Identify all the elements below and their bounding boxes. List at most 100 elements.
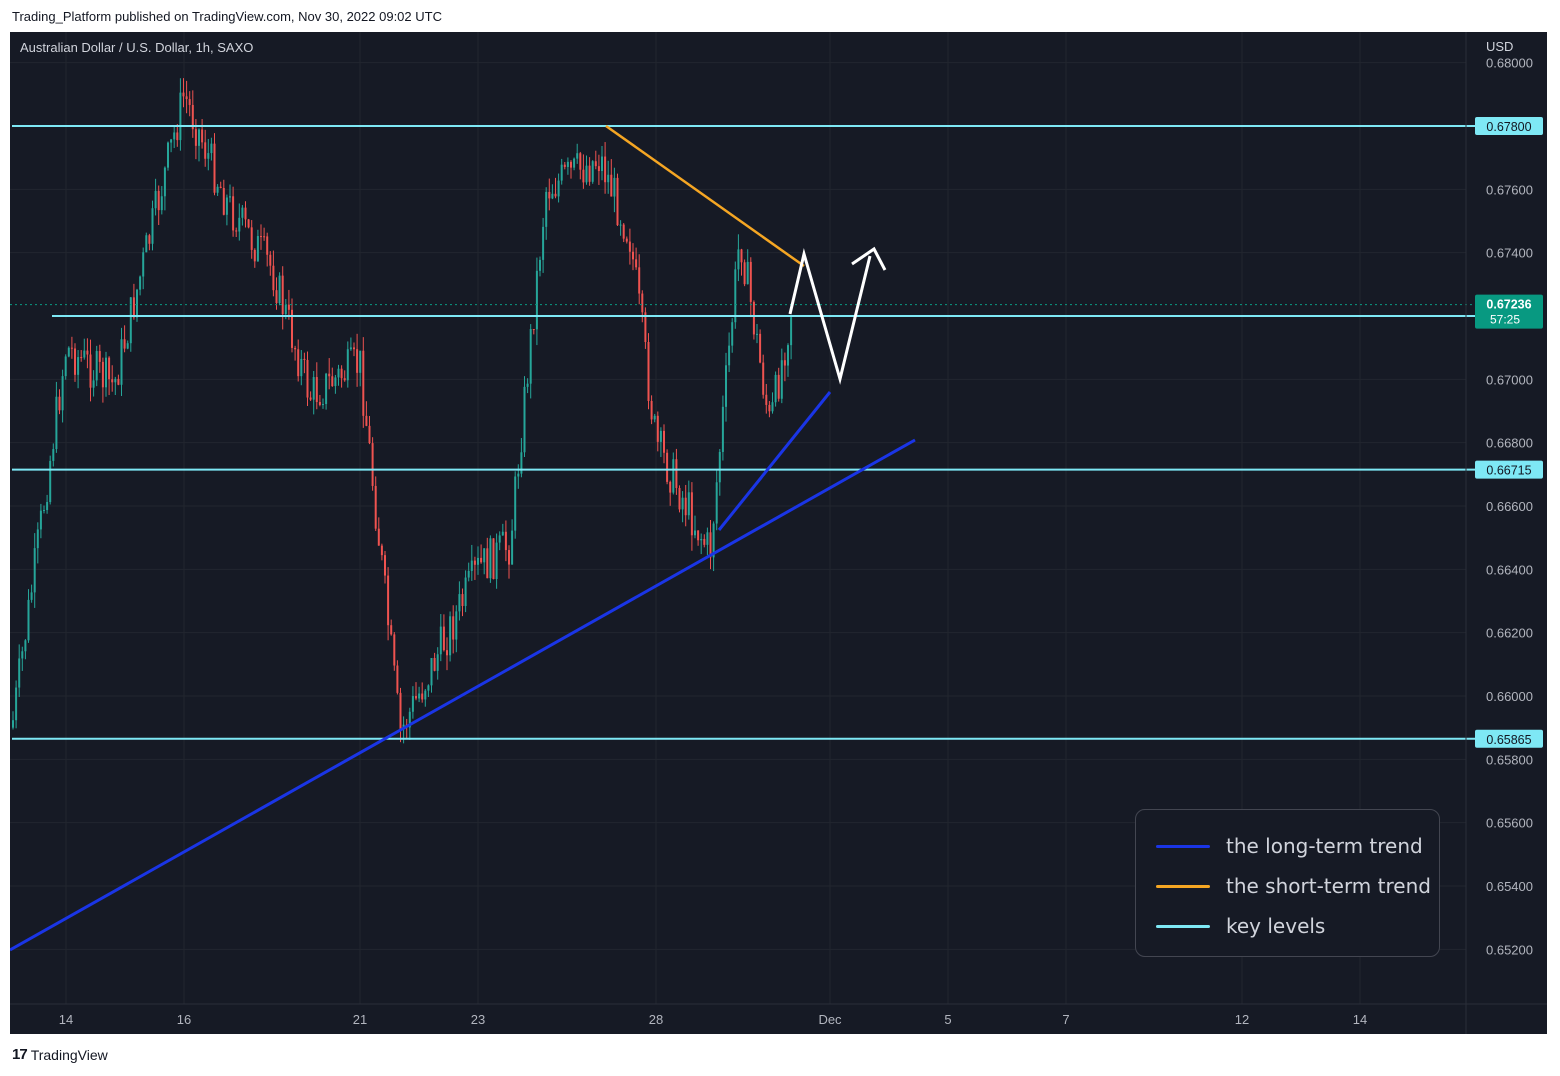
candle-body	[570, 161, 572, 168]
legend-swatch-short-term	[1156, 884, 1210, 888]
candle-body	[464, 577, 467, 607]
candle-body	[210, 143, 213, 154]
candle-body	[232, 196, 235, 231]
candle-body	[576, 153, 579, 159]
candle-body	[424, 690, 427, 700]
candle-body	[272, 265, 275, 291]
candle-body	[151, 208, 154, 244]
candle-body	[666, 452, 669, 482]
candle-body	[278, 275, 281, 304]
publish-header: Trading_Platform published on TradingVie…	[0, 0, 1560, 32]
candle-body	[523, 386, 526, 453]
chart-area[interactable]: Australian Dollar / U.S. Dollar, 1h, SAX…	[9, 32, 1547, 1034]
candle-body	[67, 347, 70, 357]
candle-body	[176, 132, 179, 141]
candle-body	[619, 224, 622, 226]
candle-body	[709, 532, 712, 558]
legend-item-key-levels: key levels	[1156, 914, 1325, 938]
candle-body	[269, 254, 272, 266]
candle-body	[520, 452, 523, 474]
candle-body	[641, 293, 644, 313]
candle-body	[749, 261, 752, 302]
candle-body	[108, 357, 111, 380]
legend-item-short-term: the short-term trend	[1156, 874, 1431, 898]
candle-body	[396, 665, 399, 693]
candle-body	[303, 358, 306, 360]
candle-body	[734, 269, 737, 323]
legend-swatch-key-levels	[1156, 924, 1210, 928]
candle-body	[650, 400, 653, 420]
candle-body	[452, 616, 455, 640]
projection-path	[788, 248, 872, 385]
candle-body	[98, 351, 101, 362]
candle-body	[408, 711, 411, 728]
candle-body	[120, 339, 123, 385]
candle-body	[687, 492, 690, 516]
candle-body	[790, 317, 793, 346]
candle-body	[743, 262, 746, 285]
candle-body	[653, 415, 656, 420]
candle-body	[675, 459, 678, 489]
candle-body	[52, 449, 55, 461]
key-level-tag-label: 0.66715	[1486, 464, 1531, 478]
candle-body	[765, 394, 768, 405]
candle-body	[142, 252, 145, 277]
candle-body	[244, 207, 247, 220]
candle-body	[318, 402, 321, 405]
candle-body	[343, 378, 346, 381]
candle-body	[746, 261, 749, 285]
key-level-tag-label: 0.67800	[1486, 120, 1531, 134]
candle-body	[300, 358, 303, 377]
candle-body	[297, 349, 300, 377]
candle-body	[92, 380, 95, 388]
candle-body	[61, 376, 64, 411]
trend-lines	[9, 124, 916, 952]
candle-body	[560, 164, 563, 181]
candle-body	[427, 685, 430, 691]
legend-label-key-levels: key levels	[1226, 914, 1326, 938]
candle-body	[346, 349, 349, 381]
candle-body	[446, 650, 448, 656]
candle-body	[508, 550, 510, 565]
tradingview-logo[interactable]: 17 TradingView	[12, 1046, 108, 1063]
candle-body	[216, 186, 219, 193]
bar-countdown-label: 57:25	[1490, 313, 1520, 327]
time-tick-label: 12	[1235, 1012, 1249, 1027]
candle-body	[656, 415, 659, 442]
candle-body	[111, 379, 114, 383]
time-tick-label: 14	[59, 1012, 73, 1027]
key-level-lines	[10, 125, 1475, 740]
candle-body	[365, 415, 368, 426]
publish-info: Trading_Platform published on TradingVie…	[12, 9, 442, 24]
key-level-tag-label: 0.65865	[1486, 733, 1531, 747]
candle-body	[610, 174, 613, 197]
candle-body	[139, 276, 142, 290]
candle-body	[275, 290, 278, 304]
candle-body	[690, 492, 693, 536]
candle-body	[163, 167, 166, 197]
candlesticks	[12, 78, 793, 744]
candle-body	[486, 548, 489, 579]
candle-body	[250, 227, 253, 250]
candle-body	[669, 481, 672, 493]
candle-body	[706, 532, 709, 545]
candle-body	[80, 357, 83, 359]
candle-body	[418, 693, 421, 699]
candle-body	[411, 696, 414, 712]
candle-body	[312, 377, 315, 400]
price-tick-label: 0.66200	[1486, 626, 1533, 641]
candle-body	[204, 142, 207, 159]
price-tick-label: 0.66000	[1486, 689, 1533, 704]
candle-body	[449, 616, 452, 656]
short-support-trend-line	[717, 391, 832, 531]
time-tick-label: 21	[353, 1012, 367, 1027]
candle-body	[377, 528, 380, 546]
candle-body	[529, 329, 532, 384]
axes: Australian Dollar / U.S. Dollar, 1h, SAX…	[10, 32, 1547, 1034]
candle-body	[132, 297, 135, 318]
candle-body	[126, 343, 129, 349]
time-tick-label: 5	[944, 1012, 951, 1027]
candle-body	[721, 406, 724, 452]
candle-body	[194, 129, 197, 146]
